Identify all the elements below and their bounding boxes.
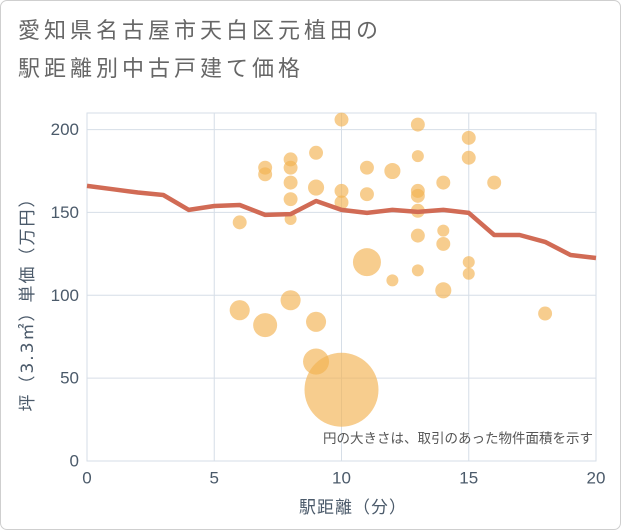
bubble-point xyxy=(283,175,298,190)
bubble-series xyxy=(229,112,553,427)
bubble-point xyxy=(304,352,379,427)
bubble-point xyxy=(359,187,374,202)
bubble-point xyxy=(352,248,381,277)
bubble-point xyxy=(411,150,424,163)
bubble-point xyxy=(334,112,349,127)
bubble-point xyxy=(538,306,553,321)
chart-title-line-1: 愛知県名古屋市天白区元植田の xyxy=(18,19,383,44)
bubble-point xyxy=(410,117,425,132)
bubble-point xyxy=(437,224,450,237)
bubble-point xyxy=(410,188,425,203)
bubble-point xyxy=(334,183,349,198)
chart-title-line-2: 駅距離別中古戸建て価格 xyxy=(18,57,305,82)
bubble-point xyxy=(283,160,298,175)
y-axis-ticks: 0 50 100 150 200 xyxy=(51,120,79,470)
trend-series xyxy=(86,183,597,261)
x-tick-label: 0 xyxy=(82,469,91,488)
bubble-point xyxy=(334,195,349,210)
bubble-point xyxy=(232,215,247,230)
bubble-point xyxy=(435,282,452,299)
y-tick-label: 0 xyxy=(70,452,79,471)
bubble-point xyxy=(359,160,374,175)
x-tick-label: 10 xyxy=(332,469,351,488)
bubble-point xyxy=(258,167,273,182)
bubble-point xyxy=(411,264,424,277)
bubble-point xyxy=(487,175,502,190)
bubble-point xyxy=(308,179,325,196)
trend-line xyxy=(86,183,597,261)
bubble-point xyxy=(462,256,475,269)
y-axis-label: 坪（3.3㎡）単価（万円） xyxy=(18,188,38,411)
bubble-point xyxy=(283,192,298,207)
bubble-point xyxy=(410,228,425,243)
bubble-point xyxy=(461,150,476,165)
bubble-point xyxy=(461,130,476,145)
y-tick-label: 50 xyxy=(60,369,79,388)
bubble-point xyxy=(309,145,324,160)
x-tick-label: 5 xyxy=(210,469,219,488)
x-axis-ticks: 0 5 10 15 20 xyxy=(82,469,605,488)
x-tick-label: 20 xyxy=(587,469,606,488)
x-tick-label: 15 xyxy=(459,469,478,488)
y-tick-label: 100 xyxy=(51,286,79,305)
chart-title: 愛知県名古屋市天白区元植田の 駅距離別中古戸建て価格 xyxy=(18,13,382,89)
y-tick-label: 200 xyxy=(51,120,79,139)
bubble-point xyxy=(384,162,401,180)
bubble-point xyxy=(253,313,278,338)
bubble-point xyxy=(436,175,451,190)
x-axis-label: 駅距離（分） xyxy=(299,498,407,518)
y-tick-label: 150 xyxy=(51,203,79,222)
bubble-point xyxy=(306,311,327,332)
bubble-point xyxy=(386,274,399,287)
bubble-point xyxy=(229,300,250,321)
bubble-point xyxy=(280,290,301,311)
bubble-point xyxy=(462,267,475,280)
bubble-point xyxy=(436,236,451,251)
bubble-size-note: 円の大きさは、取引のあった物件面積を示す xyxy=(323,431,593,447)
